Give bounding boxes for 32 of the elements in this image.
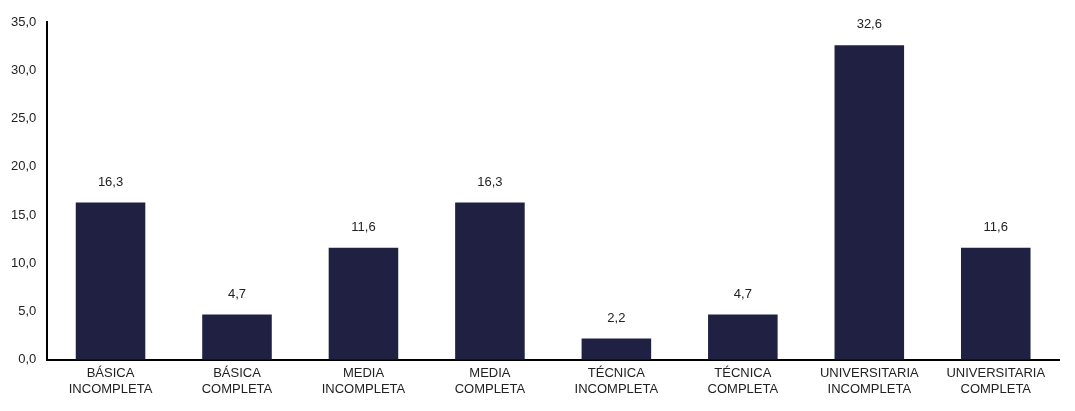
- bar: [581, 338, 652, 360]
- x-tick-label: BÁSICA COMPLETA: [201, 365, 273, 396]
- y-tick-label: 20,0: [10, 158, 37, 174]
- data-label: 4,7: [227, 285, 247, 301]
- data-label: 11,6: [351, 218, 376, 234]
- x-tick-label: UNIVERSITARIA COMPLETA: [946, 365, 1046, 396]
- y-tick-label: 30,0: [10, 61, 37, 77]
- y-tick-label: 0,0: [18, 351, 37, 367]
- x-tick-label: MEDIA INCOMPLETA: [321, 365, 406, 396]
- data-label: 2,2: [607, 309, 626, 325]
- bar: [75, 202, 146, 360]
- bar: [960, 247, 1031, 360]
- y-tick-label: 5,0: [18, 303, 37, 319]
- y-tick-label: 35,0: [10, 13, 37, 29]
- x-tick-label: BÁSICA INCOMPLETA: [68, 365, 153, 396]
- data-label: 4,7: [733, 285, 752, 301]
- x-tick-label: TÉCNICA INCOMPLETA: [574, 365, 659, 396]
- y-tick-label: 25,0: [10, 110, 37, 126]
- x-tick-label: UNIVERSITARIA INCOMPLETA: [819, 365, 919, 396]
- bar: [202, 314, 272, 360]
- x-tick-label: MEDIA COMPLETA: [454, 365, 526, 396]
- y-tick-label: 10,0: [10, 254, 37, 270]
- bar: [834, 45, 905, 360]
- data-label: 11,6: [983, 218, 1008, 234]
- x-tick-label: TÉCNICA COMPLETA: [707, 365, 779, 396]
- bar: [328, 247, 399, 360]
- data-label: 32,6: [856, 16, 882, 32]
- data-label: 16,3: [97, 173, 124, 189]
- bar: [455, 202, 525, 360]
- bar: [708, 314, 778, 360]
- y-tick-label: 15,0: [10, 206, 37, 222]
- data-label: 16,3: [477, 173, 503, 189]
